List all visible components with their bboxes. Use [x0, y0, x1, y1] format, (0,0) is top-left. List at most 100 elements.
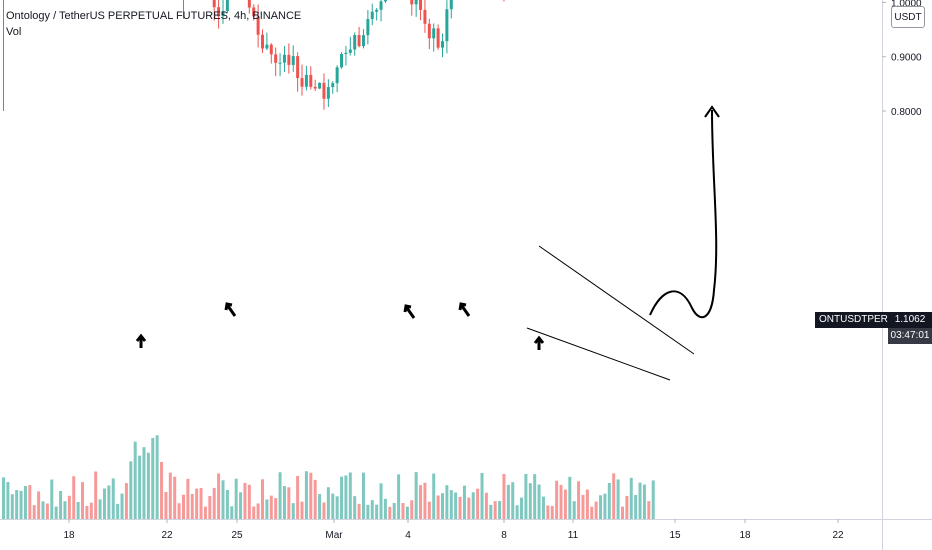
- x-tick-label: Mar: [325, 530, 343, 541]
- volume-bar: [559, 484, 563, 519]
- volume-bar: [318, 494, 322, 519]
- volume-bar: [41, 501, 45, 519]
- candle-body: [265, 44, 269, 49]
- candle-body: [449, 0, 453, 10]
- candle-body: [353, 35, 357, 50]
- candle-body: [269, 44, 273, 55]
- volume-bar: [89, 502, 93, 519]
- candle-body: [225, 0, 229, 11]
- candle-body: [361, 35, 365, 47]
- volume-bar: [23, 485, 27, 519]
- volume-bar: [449, 490, 453, 519]
- up-arrow-icon: [533, 335, 545, 350]
- volume-bar: [45, 503, 49, 519]
- last-price-value: 1.1062: [894, 314, 926, 325]
- diagonal-arrow-icon: [224, 302, 237, 317]
- candle-body: [379, 1, 383, 10]
- volume-bar: [304, 471, 308, 519]
- candle-body: [287, 54, 291, 65]
- volume-bar: [546, 505, 550, 519]
- volume-bar: [177, 503, 181, 519]
- volume-bar: [366, 504, 370, 519]
- x-tick-label: 18: [739, 530, 751, 541]
- volume-bar: [67, 495, 71, 519]
- volume-bar: [489, 504, 493, 519]
- volume-bar: [524, 474, 528, 519]
- up-arrow-icon: [135, 333, 147, 348]
- volume-bar: [63, 501, 67, 519]
- volume-bar: [401, 503, 405, 519]
- volume-bar: [476, 488, 480, 519]
- volume-bar: [541, 496, 545, 519]
- candle-body: [326, 87, 330, 99]
- volume-bar: [282, 486, 286, 519]
- symbol-price-tag: ONTUSDTPERP: [815, 312, 899, 328]
- volume-bar: [528, 483, 532, 519]
- volume-bar: [506, 484, 510, 519]
- volume-bar: [651, 480, 655, 519]
- volume-bar: [190, 493, 194, 519]
- volume-bar: [291, 503, 295, 519]
- volume-bar: [168, 472, 172, 519]
- volume-bar: [647, 501, 651, 519]
- volume-bar: [10, 494, 14, 519]
- volume-bar: [2, 477, 5, 519]
- volume-bar: [102, 488, 106, 519]
- candle-body: [335, 67, 339, 84]
- candle-body: [436, 28, 440, 48]
- volume-bar: [107, 485, 111, 519]
- volume-bar: [173, 476, 177, 519]
- currency-unit-button[interactable]: USDT: [891, 6, 925, 28]
- volume-bar: [59, 491, 63, 519]
- candle-body: [221, 10, 225, 17]
- volume-bar: [243, 482, 247, 519]
- x-tick-label: 11: [568, 530, 579, 541]
- volume-bar: [261, 479, 265, 519]
- volume-bar: [585, 489, 589, 519]
- volume-bar: [462, 485, 466, 519]
- volume-bar: [344, 475, 348, 519]
- volume-bar: [278, 472, 282, 519]
- projection-arrowhead: [704, 105, 720, 118]
- volume-bar: [19, 490, 23, 519]
- volume-bar: [116, 503, 120, 519]
- volume-bar: [555, 480, 559, 519]
- candle-body: [441, 41, 444, 48]
- volume-bar: [212, 487, 216, 519]
- volume-bar: [629, 477, 633, 519]
- volume-bar: [331, 493, 335, 519]
- volume-bar: [313, 479, 317, 519]
- volume-bar: [370, 500, 374, 519]
- volume-bar: [203, 506, 207, 519]
- candle-body: [256, 16, 260, 35]
- volume-bar: [458, 496, 462, 519]
- volume-bar: [239, 492, 243, 519]
- volume-bar: [612, 473, 616, 519]
- candle-body: [340, 54, 344, 68]
- volume-bar: [568, 476, 572, 519]
- candle-body: [414, 0, 418, 5]
- volume-bar: [445, 485, 449, 519]
- candle-body: [344, 52, 348, 55]
- volume-bar: [379, 483, 383, 519]
- volume-bar: [94, 471, 98, 519]
- volume-label: Vol: [6, 26, 22, 38]
- volume-bar: [620, 506, 624, 519]
- chart-title: Ontology / TetherUS PERPETUAL FUTURES, 4…: [6, 10, 302, 22]
- x-tick-label: 25: [231, 530, 243, 541]
- candle-body: [445, 9, 449, 42]
- candle-body: [370, 11, 374, 20]
- volume-bar: [208, 496, 212, 519]
- volume-bar: [181, 494, 185, 519]
- candle-body: [278, 62, 282, 64]
- volume-bar: [480, 472, 484, 519]
- volume-bar: [28, 485, 32, 519]
- volume-bar: [247, 484, 251, 519]
- candle-body: [410, 0, 414, 5]
- volume-bar: [142, 447, 146, 519]
- volume-bar: [577, 481, 581, 519]
- wedge-lower-line: [526, 327, 671, 381]
- volume-bar: [146, 452, 150, 519]
- last-price-box: 1.1062 03:47:01: [888, 312, 932, 344]
